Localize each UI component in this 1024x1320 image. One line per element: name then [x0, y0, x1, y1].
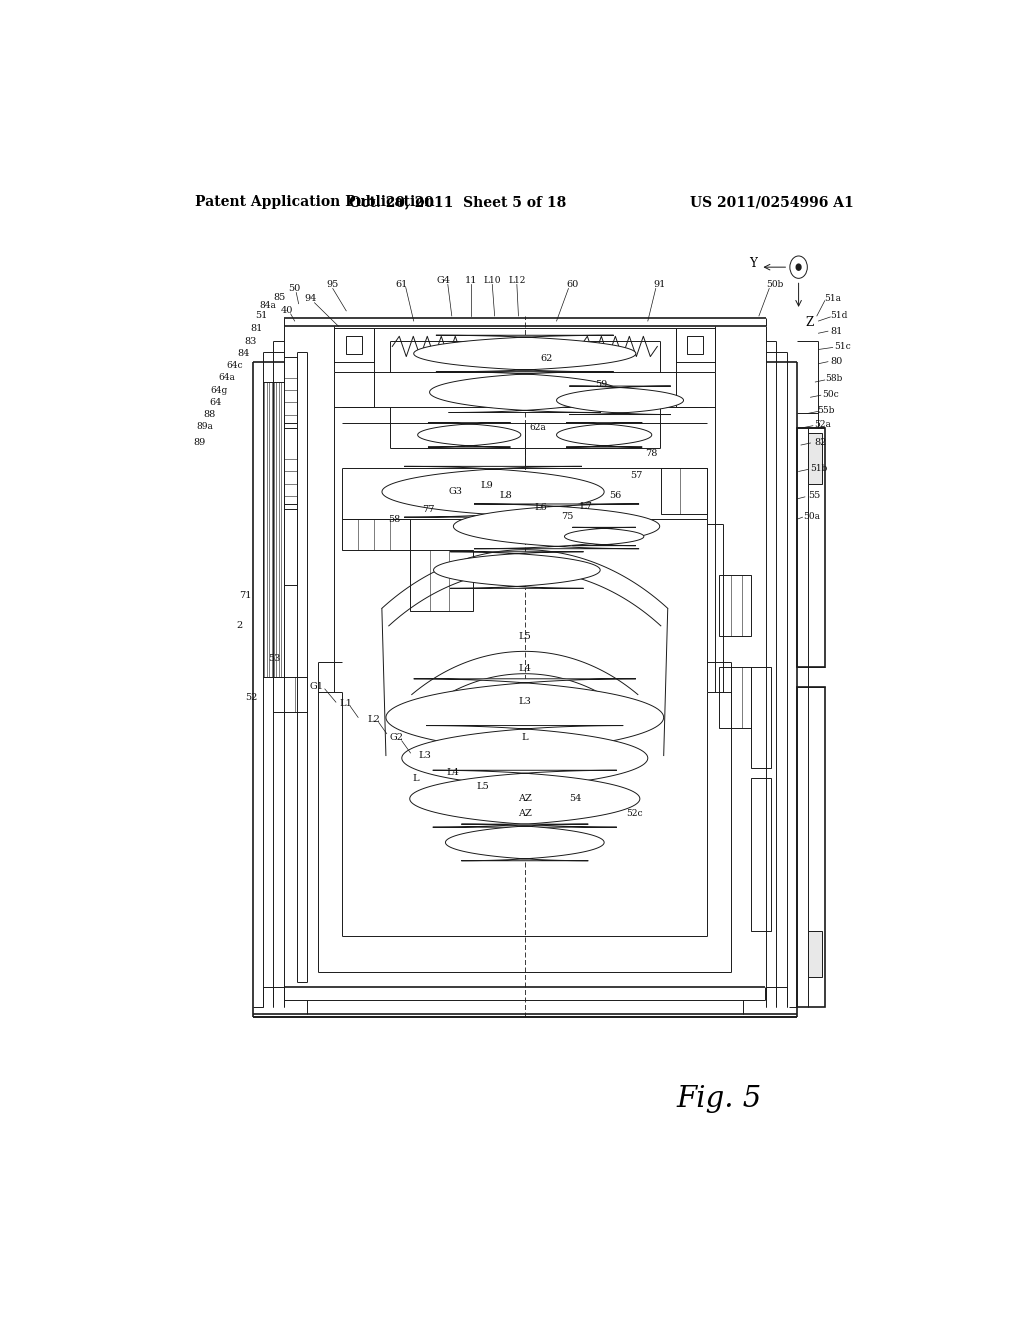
Text: L1: L1 — [339, 698, 352, 708]
Text: 71: 71 — [240, 591, 252, 601]
Text: 80: 80 — [830, 358, 843, 366]
Text: 51c: 51c — [834, 342, 851, 351]
Text: 55b: 55b — [817, 407, 836, 414]
Text: L8: L8 — [500, 491, 512, 500]
Text: 64a: 64a — [219, 374, 236, 383]
Polygon shape — [808, 433, 822, 483]
Text: 89a: 89a — [197, 422, 213, 432]
Text: 51a: 51a — [824, 294, 842, 304]
Polygon shape — [401, 726, 648, 791]
Polygon shape — [564, 528, 644, 545]
Circle shape — [797, 264, 801, 271]
Text: 52: 52 — [245, 693, 257, 702]
Polygon shape — [557, 385, 683, 414]
Text: AZ: AZ — [518, 795, 531, 804]
Text: 84a: 84a — [259, 301, 276, 310]
Text: 88: 88 — [204, 411, 216, 418]
Text: 51d: 51d — [830, 312, 848, 321]
Text: 50b: 50b — [766, 280, 783, 289]
Text: G3: G3 — [449, 487, 463, 496]
Text: 64c: 64c — [227, 362, 244, 370]
Text: 11: 11 — [465, 276, 477, 285]
Text: L2: L2 — [368, 715, 381, 723]
Polygon shape — [430, 372, 620, 412]
Text: 2: 2 — [236, 622, 243, 631]
Text: L9: L9 — [480, 482, 494, 490]
Text: AZ: AZ — [518, 809, 531, 818]
Polygon shape — [445, 824, 604, 861]
Text: 84: 84 — [237, 348, 249, 358]
Text: 50c: 50c — [822, 389, 839, 399]
Text: L12: L12 — [508, 276, 525, 285]
Text: Y: Y — [750, 256, 758, 269]
Polygon shape — [386, 678, 664, 756]
Text: 57: 57 — [630, 471, 642, 480]
Text: 54: 54 — [569, 795, 582, 804]
Text: 82: 82 — [815, 438, 827, 447]
Text: 56: 56 — [609, 491, 622, 500]
Polygon shape — [454, 504, 659, 549]
Text: 52c: 52c — [626, 809, 643, 818]
Text: 58: 58 — [388, 515, 400, 524]
Text: 55: 55 — [808, 491, 820, 500]
Text: G2: G2 — [389, 733, 403, 742]
Text: L5: L5 — [518, 631, 531, 640]
Text: Oct. 20, 2011  Sheet 5 of 18: Oct. 20, 2011 Sheet 5 of 18 — [349, 195, 566, 209]
Text: 59: 59 — [595, 380, 607, 388]
Polygon shape — [557, 422, 651, 447]
Text: 78: 78 — [645, 449, 658, 458]
Text: 89: 89 — [194, 438, 206, 447]
Text: 58b: 58b — [825, 375, 843, 383]
Text: L: L — [521, 733, 528, 742]
Text: 53: 53 — [268, 653, 281, 663]
Text: L: L — [412, 774, 419, 783]
Text: 62a: 62a — [529, 424, 546, 432]
Text: 81: 81 — [830, 326, 843, 335]
Text: US 2011/0254996 A1: US 2011/0254996 A1 — [690, 195, 854, 209]
Text: G4: G4 — [437, 276, 451, 285]
Text: G1: G1 — [310, 682, 324, 692]
Text: 64g: 64g — [211, 385, 228, 395]
Text: 94: 94 — [304, 294, 316, 304]
Text: L4: L4 — [518, 664, 531, 673]
Text: 60: 60 — [566, 280, 579, 289]
Text: 61: 61 — [395, 280, 408, 289]
Text: 50: 50 — [289, 284, 301, 293]
Text: 77: 77 — [422, 504, 434, 513]
Text: L7: L7 — [580, 502, 592, 511]
Text: 51: 51 — [255, 312, 267, 321]
Text: 85: 85 — [273, 293, 286, 302]
Text: 51b: 51b — [810, 463, 827, 473]
Polygon shape — [414, 335, 636, 372]
Text: 50a: 50a — [804, 512, 820, 520]
Text: L5: L5 — [476, 781, 489, 791]
Text: 62: 62 — [541, 354, 553, 363]
Polygon shape — [410, 771, 640, 828]
Polygon shape — [433, 552, 600, 589]
Text: L4: L4 — [446, 768, 459, 776]
Polygon shape — [382, 466, 604, 517]
Text: 52a: 52a — [814, 420, 830, 429]
Text: 91: 91 — [653, 280, 666, 289]
Text: 40: 40 — [281, 306, 293, 315]
Text: Z: Z — [805, 315, 813, 329]
Text: 83: 83 — [245, 337, 257, 346]
Text: Patent Application Publication: Patent Application Publication — [196, 195, 435, 209]
Text: Fig. 5: Fig. 5 — [677, 1085, 762, 1113]
Text: L3: L3 — [419, 751, 431, 759]
Text: L10: L10 — [483, 276, 501, 285]
Text: 95: 95 — [327, 280, 339, 289]
Text: L6: L6 — [535, 503, 547, 512]
Text: L3: L3 — [518, 697, 531, 706]
Text: 81: 81 — [251, 323, 263, 333]
Text: 75: 75 — [561, 512, 573, 520]
Polygon shape — [418, 422, 521, 447]
Polygon shape — [808, 931, 822, 977]
Text: 64: 64 — [209, 397, 221, 407]
